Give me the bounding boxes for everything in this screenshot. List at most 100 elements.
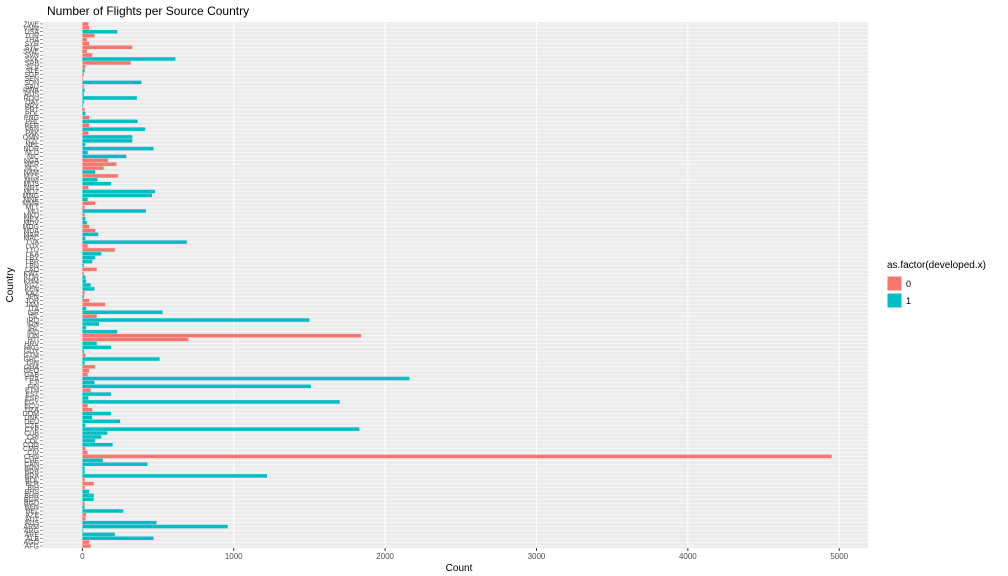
bar: [82, 493, 94, 498]
bar: [82, 528, 84, 533]
y-tick-label: KEN: [25, 286, 39, 293]
y-tick-label: OMN: [23, 134, 39, 141]
legend-label: 0: [906, 279, 911, 289]
y-tick-label: SLV: [26, 64, 39, 71]
bar: [82, 283, 91, 287]
bar: [82, 384, 311, 389]
bar: [82, 84, 84, 89]
bar: [82, 162, 117, 166]
bar: [82, 372, 88, 377]
x-tick-label: 2000: [376, 552, 394, 561]
bar: [82, 520, 157, 525]
bar: [82, 178, 98, 182]
y-tick-label: ZWE: [23, 21, 39, 28]
bar: [82, 185, 89, 190]
bar: [82, 197, 88, 202]
y-tick-label: NGA: [24, 158, 40, 165]
bar: [82, 330, 118, 334]
y-tick-label: JPN: [26, 294, 39, 301]
bar: [82, 135, 133, 139]
bar: [82, 37, 87, 42]
y-tick-label: MEX: [24, 216, 40, 223]
y-tick-label: IRN: [27, 321, 39, 328]
bar: [82, 61, 131, 65]
y-tick-label: HTI: [28, 337, 39, 344]
bar: [82, 49, 87, 53]
bar: [82, 380, 95, 385]
bar: [82, 174, 118, 178]
y-tick-label: CRI: [27, 434, 39, 441]
y-tick-label: NOR: [23, 146, 39, 153]
y-tick-label: IRQ: [27, 318, 40, 325]
bar: [82, 326, 87, 330]
y-tick-label: SGP: [24, 72, 39, 79]
bar: [82, 505, 85, 509]
bar: [82, 100, 84, 104]
bar: [82, 41, 90, 46]
y-tick-label: BEL: [26, 508, 39, 515]
bar: [82, 26, 90, 30]
bar: [82, 368, 90, 373]
y-tick-label: POL: [25, 111, 39, 118]
y-tick-label: MMR: [22, 201, 39, 208]
y-tick-label: BGR: [24, 497, 39, 504]
bar: [82, 209, 146, 213]
bar: [82, 322, 100, 326]
y-tick-label: KHM: [23, 279, 39, 286]
legend-label: 1: [906, 296, 911, 306]
y-tick-label: USA: [25, 29, 40, 36]
y-tick-label: SYC: [25, 45, 39, 52]
y-tick-label: EST: [25, 392, 39, 399]
x-axis-title: Count: [446, 563, 473, 574]
bar: [82, 458, 103, 463]
chart-title: Number of Flights per Source Country: [47, 4, 249, 18]
y-tick-label: VNM: [23, 25, 39, 32]
bar: [82, 345, 112, 350]
y-tick-label: MDA: [23, 228, 39, 235]
bar: [82, 267, 97, 272]
bar: [82, 536, 154, 541]
bar: [82, 357, 160, 361]
y-tick-label: NLD: [25, 150, 39, 157]
y-tick-label: KGZ: [25, 283, 40, 290]
y-tick-label: LBY: [26, 255, 40, 262]
y-tick-label: LUX: [25, 244, 39, 251]
bar: [82, 217, 86, 221]
y-tick-label: NPL: [25, 142, 39, 149]
y-tick-label: BRA: [25, 473, 40, 480]
x-tick-label: 1000: [225, 552, 243, 561]
y-tick-label: RUS: [24, 92, 39, 99]
y-axis-title: Country: [5, 267, 16, 302]
y-tick-label: LTU: [26, 247, 39, 254]
y-tick-label: ISL: [28, 314, 39, 321]
bar: [82, 291, 85, 295]
bar: [82, 228, 96, 233]
legend-swatch: [886, 292, 903, 309]
y-tick-label: RWA: [23, 88, 39, 95]
bar: [82, 415, 93, 420]
y-tick-label: LBR: [25, 259, 39, 266]
bar: [82, 146, 154, 151]
bar: [82, 107, 85, 112]
bar: [82, 540, 90, 544]
bar: [82, 271, 84, 276]
y-tick-label: CYP: [25, 427, 40, 434]
y-tick-label: SDN: [24, 80, 39, 87]
bar: [82, 509, 124, 513]
bar: [82, 220, 87, 225]
y-tick-label: MKD: [23, 212, 39, 219]
bar: [82, 513, 87, 517]
bar: [82, 252, 102, 256]
y-tick-label: FRA: [25, 376, 39, 383]
bar: [82, 275, 86, 279]
bar: [82, 396, 89, 400]
y-tick-label: MNE: [23, 197, 39, 204]
bar: [82, 333, 361, 338]
y-tick-label: BHR: [24, 493, 39, 500]
y-tick-label: BGD: [24, 501, 39, 508]
y-tick-label: GEO: [23, 368, 39, 375]
y-tick-label: ARM: [23, 524, 39, 531]
y-tick-label: IND: [27, 329, 39, 336]
